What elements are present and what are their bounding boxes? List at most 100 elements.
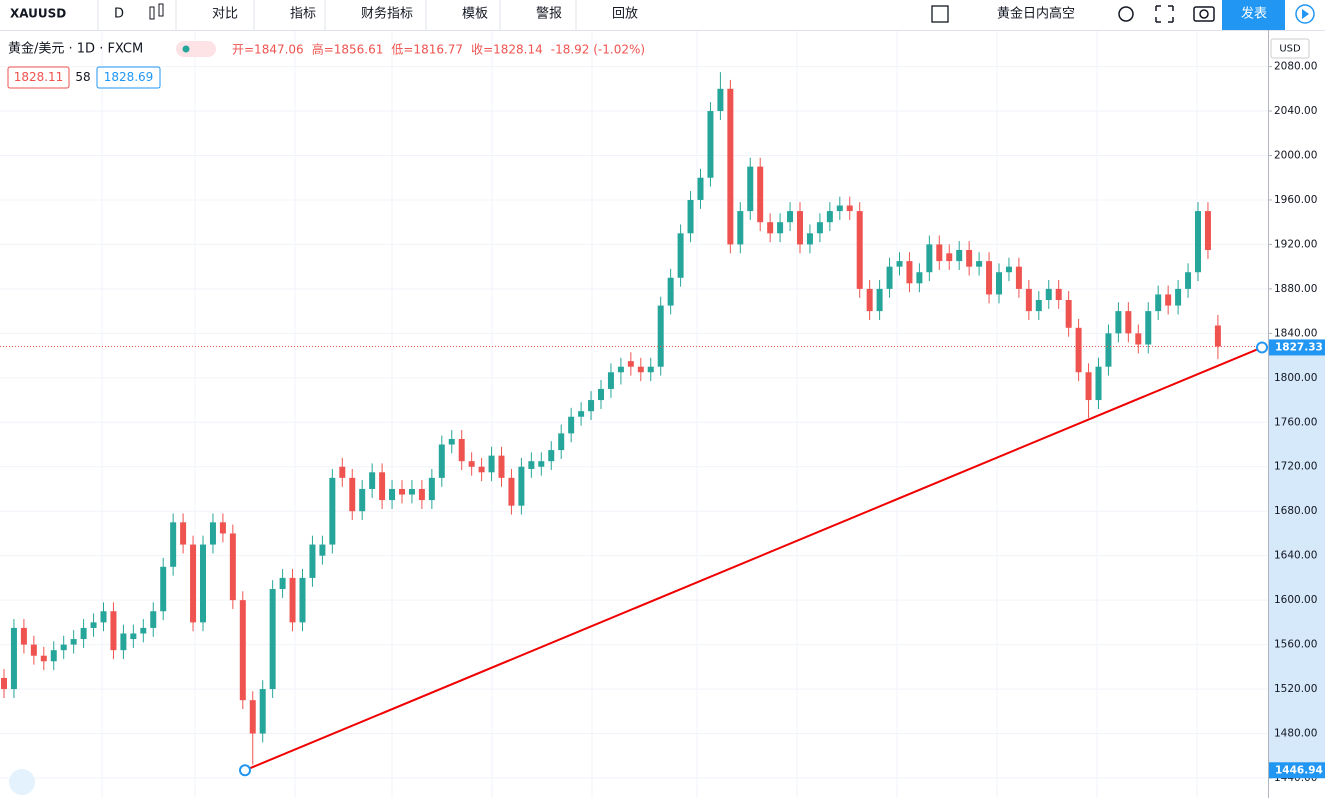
- toolbar-button[interactable]: 指标: [290, 7, 316, 22]
- legend-title: 黄金/美元 · 1D · FXCM: [8, 41, 143, 57]
- y-tick-label: 1800.00: [1274, 372, 1317, 384]
- camera-lens: [1199, 9, 1209, 19]
- interval[interactable]: D: [114, 7, 124, 22]
- candle-body: [1045, 288, 1052, 301]
- candle-body: [299, 577, 306, 623]
- candle-body: [200, 544, 206, 623]
- candle-body: [747, 166, 754, 212]
- ohlc-value: -18.92 (-1.02%): [551, 43, 645, 57]
- candle-body: [617, 366, 624, 373]
- trend-range: [1269, 347, 1325, 771]
- candle-body: [607, 372, 614, 389]
- camera-icon[interactable]: [1193, 6, 1215, 22]
- square-icon[interactable]: [931, 5, 949, 23]
- candle-body: [548, 450, 555, 462]
- candle-body: [687, 199, 694, 234]
- toolbar-button[interactable]: 回放: [612, 7, 638, 22]
- candle-body: [249, 700, 256, 734]
- logo[interactable]: [9, 769, 35, 795]
- y-tick-label: 1760.00: [1274, 416, 1317, 428]
- plot: [0, 31, 1325, 798]
- currency-box[interactable]: [1270, 38, 1310, 59]
- candle-body: [657, 305, 664, 367]
- candle-body: [120, 633, 127, 651]
- candle-body: [936, 244, 943, 262]
- toolbar: [0, 0, 1325, 30]
- candle-body: [100, 611, 107, 623]
- candle-body: [777, 222, 784, 234]
- candle-body: [1015, 266, 1022, 289]
- candle-body: [349, 477, 356, 512]
- candle-body: [259, 689, 266, 734]
- candle-body: [588, 400, 595, 412]
- candle-body: [90, 622, 97, 628]
- trend-price-label: 1827.33: [1275, 341, 1323, 353]
- candle-body: [289, 577, 296, 623]
- ask[interactable]: 1828.69: [104, 70, 154, 84]
- bid[interactable]: 1828.11: [14, 70, 64, 84]
- status-pill[interactable]: [176, 41, 216, 57]
- toolbar-button[interactable]: 对比: [212, 7, 238, 22]
- candle-body: [767, 222, 774, 234]
- candle-body: [1135, 333, 1142, 345]
- candle-body: [1175, 288, 1182, 306]
- play-icon[interactable]: [1295, 4, 1315, 24]
- candle-body: [806, 233, 813, 245]
- toolbar-button[interactable]: 警报: [536, 6, 562, 22]
- candle-body: [369, 472, 376, 489]
- trend-handle[interactable]: [239, 764, 251, 777]
- candle-body: [40, 655, 47, 662]
- publish-button[interactable]: [1222, 0, 1285, 30]
- candle-body: [379, 472, 386, 501]
- fullscreen-icon[interactable]: [1155, 5, 1174, 23]
- candle-body: [1115, 311, 1122, 334]
- candle-body: [627, 361, 634, 367]
- candle-body: [309, 544, 316, 578]
- candle-body: [826, 211, 833, 223]
- publish[interactable]: 发表: [1241, 6, 1267, 22]
- candle-icon[interactable]: [149, 3, 164, 20]
- candle-body: [10, 627, 17, 690]
- trend-handle[interactable]: [1256, 341, 1268, 354]
- ask-box[interactable]: [96, 66, 161, 89]
- y-tick-label: 1720.00: [1274, 461, 1317, 473]
- candle-body: [737, 211, 744, 245]
- candle-body: [359, 488, 366, 512]
- candle-body: [986, 261, 993, 295]
- candle-body: [538, 461, 545, 467]
- candle-body: [598, 388, 604, 401]
- y-tick-label: 1880.00: [1274, 283, 1317, 295]
- toolbar-button[interactable]: 模板: [462, 7, 488, 22]
- status-dot: [182, 45, 190, 53]
- candle-body: [916, 272, 923, 284]
- settings-icon[interactable]: [1118, 6, 1134, 22]
- y-tick-label: 2000.00: [1274, 149, 1317, 161]
- candle-body: [399, 488, 405, 495]
- candle-body: [757, 166, 764, 223]
- candle-body: [140, 627, 147, 634]
- y-tick-label: 1640.00: [1274, 550, 1317, 562]
- candle-body: [110, 611, 117, 651]
- candle-body: [239, 600, 246, 701]
- ohlc-value: 高=1856.61: [312, 42, 384, 57]
- candle-body: [150, 611, 157, 628]
- candle-body: [816, 222, 823, 234]
- symbol[interactable]: XAUUSD: [10, 7, 66, 21]
- candle-body: [906, 261, 913, 284]
- candle-body: [1155, 294, 1162, 312]
- y-tick-label: 1920.00: [1274, 238, 1317, 250]
- candle-body: [1025, 288, 1032, 312]
- toolbar-button[interactable]: 财务指标: [361, 6, 413, 22]
- spread: 58: [75, 70, 90, 84]
- candle-body: [707, 111, 714, 178]
- candle-body: [946, 253, 953, 262]
- ohlc-value: 收=1828.14: [471, 43, 543, 57]
- currency[interactable]: USD: [1279, 44, 1301, 55]
- candle-body: [876, 288, 883, 312]
- candle-body: [896, 261, 903, 267]
- bid-box[interactable]: [7, 66, 70, 89]
- candle-body: [836, 205, 843, 212]
- layout-name[interactable]: 黄金日内高空: [997, 6, 1075, 22]
